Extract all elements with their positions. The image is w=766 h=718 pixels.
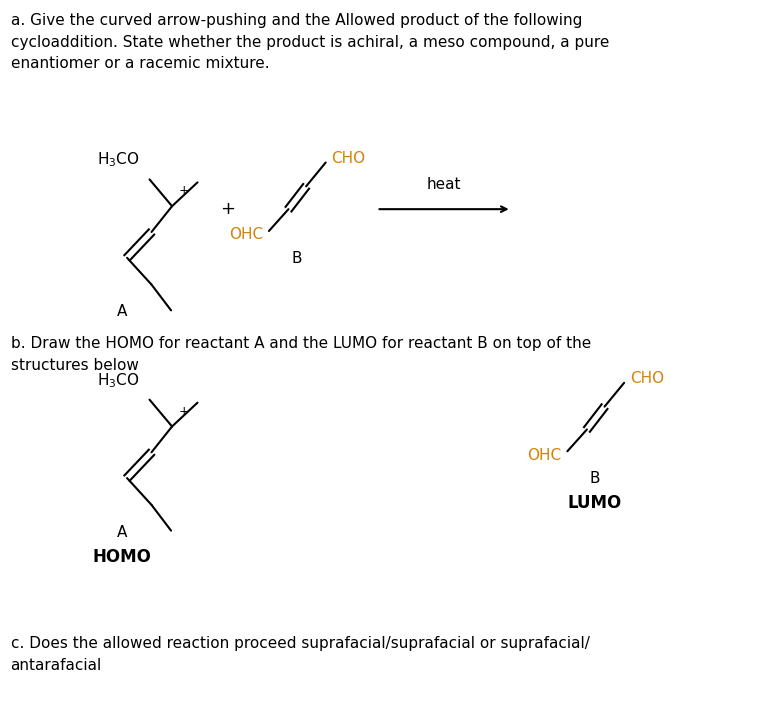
Text: H$_3$CO: H$_3$CO bbox=[97, 151, 139, 169]
Text: LUMO: LUMO bbox=[568, 494, 622, 512]
Text: c. Does the allowed reaction proceed suprafacial/suprafacial or suprafacial/: c. Does the allowed reaction proceed sup… bbox=[11, 636, 590, 651]
Text: cycloaddition. State whether the product is achiral, a meso compound, a pure: cycloaddition. State whether the product… bbox=[11, 34, 609, 50]
Text: A: A bbox=[117, 525, 127, 540]
Text: OHC: OHC bbox=[229, 228, 263, 243]
Text: a. Give the curved arrow-pushing and the Allowed product of the following: a. Give the curved arrow-pushing and the… bbox=[11, 13, 582, 28]
Text: CHO: CHO bbox=[332, 151, 365, 166]
Text: +: + bbox=[221, 200, 235, 218]
Text: A: A bbox=[117, 304, 127, 320]
Text: H$_3$CO: H$_3$CO bbox=[97, 371, 139, 390]
Text: OHC: OHC bbox=[527, 448, 561, 462]
Text: b. Draw the HOMO for reactant A and the LUMO for reactant B on top of the: b. Draw the HOMO for reactant A and the … bbox=[11, 336, 591, 351]
Text: B: B bbox=[590, 471, 600, 486]
Text: CHO: CHO bbox=[630, 371, 664, 386]
Text: +: + bbox=[179, 185, 189, 197]
Text: structures below: structures below bbox=[11, 358, 139, 373]
Text: heat: heat bbox=[427, 177, 461, 192]
Text: antarafacial: antarafacial bbox=[11, 658, 102, 673]
Text: +: + bbox=[179, 404, 189, 418]
Text: HOMO: HOMO bbox=[93, 548, 152, 566]
Text: B: B bbox=[291, 251, 302, 266]
Text: enantiomer or a racemic mixture.: enantiomer or a racemic mixture. bbox=[11, 56, 269, 71]
